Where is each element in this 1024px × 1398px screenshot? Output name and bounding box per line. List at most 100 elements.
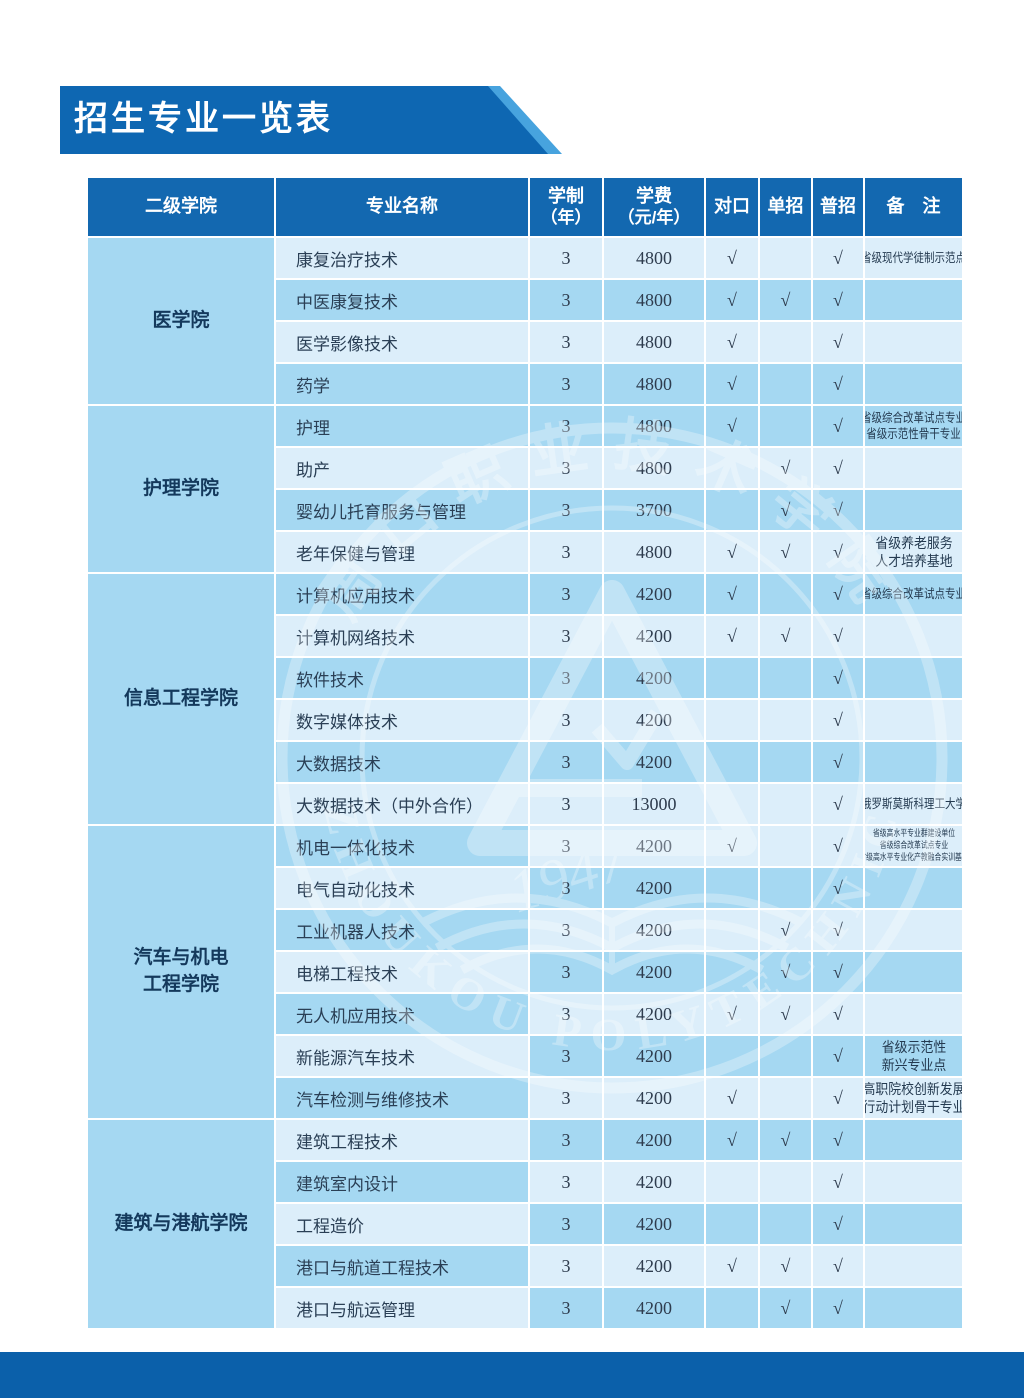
check-duikou-cell [706, 952, 758, 992]
check-puzhao-cell: √ [813, 700, 863, 740]
remark-cell: 省级综合改革试点专业 [865, 574, 962, 614]
duration-cell: 3 [530, 490, 602, 530]
check-danzhao-cell [760, 1162, 811, 1202]
check-puzhao-cell: √ [813, 1120, 863, 1160]
remark-text: 省级养老服务 人才培养基地 [874, 534, 953, 569]
remark-text: 省级示范性 新兴专业点 [881, 1038, 946, 1073]
check-danzhao-cell: √ [760, 490, 811, 530]
check-duikou-cell: √ [706, 1120, 758, 1160]
tuition-cell: 4200 [604, 952, 704, 992]
col-header-duikou: 对口 [706, 178, 758, 236]
col-header-college: 二级学院 [88, 178, 274, 236]
remark-text: 省级现代学徒制示范点 [865, 250, 962, 265]
check-duikou-cell [706, 490, 758, 530]
major-name-cell: 电梯工程技术 [276, 952, 528, 992]
remark-cell [865, 280, 962, 320]
tuition-cell: 3700 [604, 490, 704, 530]
duration-cell: 3 [530, 406, 602, 446]
major-name-cell: 护理 [276, 406, 528, 446]
major-name-cell: 建筑室内设计 [276, 1162, 528, 1202]
major-name-cell: 港口与航运管理 [276, 1288, 528, 1328]
check-puzhao-cell: √ [813, 1246, 863, 1286]
col-header-tuition: 学费 （元/年） [604, 178, 704, 236]
check-duikou-cell: √ [706, 574, 758, 614]
check-duikou-cell [706, 1204, 758, 1244]
check-duikou-cell: √ [706, 616, 758, 656]
major-name-cell: 大数据技术 [276, 742, 528, 782]
tuition-cell: 13000 [604, 784, 704, 824]
remark-cell [865, 1204, 962, 1244]
title-banner: 招生专业一览表 [60, 86, 564, 154]
check-duikou-cell: √ [706, 364, 758, 404]
check-puzhao-cell: √ [813, 868, 863, 908]
major-name-cell: 港口与航道工程技术 [276, 1246, 528, 1286]
remark-text: 高职院校创新发展 行动计划骨干专业 [865, 1080, 962, 1115]
check-duikou-cell [706, 910, 758, 950]
remark-cell: 省级综合改革试点专业 省级示范性骨干专业 [865, 406, 962, 446]
check-duikou-cell [706, 1288, 758, 1328]
remark-cell [865, 994, 962, 1034]
major-name-cell: 建筑工程技术 [276, 1120, 528, 1160]
check-duikou-cell [706, 700, 758, 740]
duration-cell: 3 [530, 1036, 602, 1076]
check-danzhao-cell: √ [760, 280, 811, 320]
major-name-cell: 机电一体化技术 [276, 826, 528, 866]
college-cell: 医学院 [88, 238, 274, 404]
duration-cell: 3 [530, 238, 602, 278]
check-puzhao-cell: √ [813, 910, 863, 950]
check-duikou-cell: √ [706, 826, 758, 866]
check-danzhao-cell: √ [760, 994, 811, 1034]
major-name-cell: 工程造价 [276, 1204, 528, 1244]
check-danzhao-cell [760, 322, 811, 362]
check-puzhao-cell: √ [813, 1288, 863, 1328]
col-header-puzhao: 普招 [813, 178, 863, 236]
remark-cell [865, 490, 962, 530]
remark-cell [865, 616, 962, 656]
check-danzhao-cell [760, 700, 811, 740]
check-puzhao-cell: √ [813, 280, 863, 320]
col-header-remark: 备 注 [865, 178, 962, 236]
check-danzhao-cell [760, 742, 811, 782]
remark-text: 省级高水平专业群建设单位省级综合改革试点专业省级高水平专业化产教融合实训基地 [865, 828, 962, 862]
college-cell: 护理学院 [88, 406, 274, 572]
duration-cell: 3 [530, 1162, 602, 1202]
major-name-cell: 大数据技术（中外合作） [276, 784, 528, 824]
duration-cell: 3 [530, 532, 602, 572]
major-name-cell: 康复治疗技术 [276, 238, 528, 278]
tuition-cell: 4200 [604, 700, 704, 740]
check-danzhao-cell [760, 826, 811, 866]
tuition-cell: 4800 [604, 280, 704, 320]
tuition-cell: 4200 [604, 910, 704, 950]
check-danzhao-cell: √ [760, 448, 811, 488]
tuition-cell: 4200 [604, 1162, 704, 1202]
check-duikou-cell [706, 1036, 758, 1076]
duration-cell: 3 [530, 616, 602, 656]
duration-cell: 3 [530, 910, 602, 950]
remark-cell [865, 364, 962, 404]
check-danzhao-cell [760, 364, 811, 404]
duration-cell: 3 [530, 1288, 602, 1328]
check-puzhao-cell: √ [813, 448, 863, 488]
duration-cell: 3 [530, 322, 602, 362]
tuition-cell: 4800 [604, 364, 704, 404]
college-name-line: 建筑与港航学院 [114, 1212, 248, 1234]
check-puzhao-cell: √ [813, 1036, 863, 1076]
check-puzhao-cell: √ [813, 574, 863, 614]
tuition-cell: 4200 [604, 1078, 704, 1118]
tuition-cell: 4200 [604, 1204, 704, 1244]
college-name-line: 工程学院 [142, 974, 219, 995]
check-puzhao-cell: √ [813, 616, 863, 656]
tuition-cell: 4200 [604, 826, 704, 866]
remark-cell [865, 1120, 962, 1160]
remark-cell [865, 1288, 962, 1328]
remark-text: 俄罗斯莫斯科理工大学 [865, 796, 962, 811]
check-duikou-cell: √ [706, 532, 758, 572]
check-danzhao-cell [760, 1078, 811, 1118]
check-puzhao-cell: √ [813, 742, 863, 782]
tuition-cell: 4200 [604, 868, 704, 908]
remark-cell: 省级现代学徒制示范点 [865, 238, 962, 278]
remark-cell [865, 1246, 962, 1286]
check-duikou-cell: √ [706, 994, 758, 1034]
check-puzhao-cell: √ [813, 826, 863, 866]
duration-cell: 3 [530, 280, 602, 320]
